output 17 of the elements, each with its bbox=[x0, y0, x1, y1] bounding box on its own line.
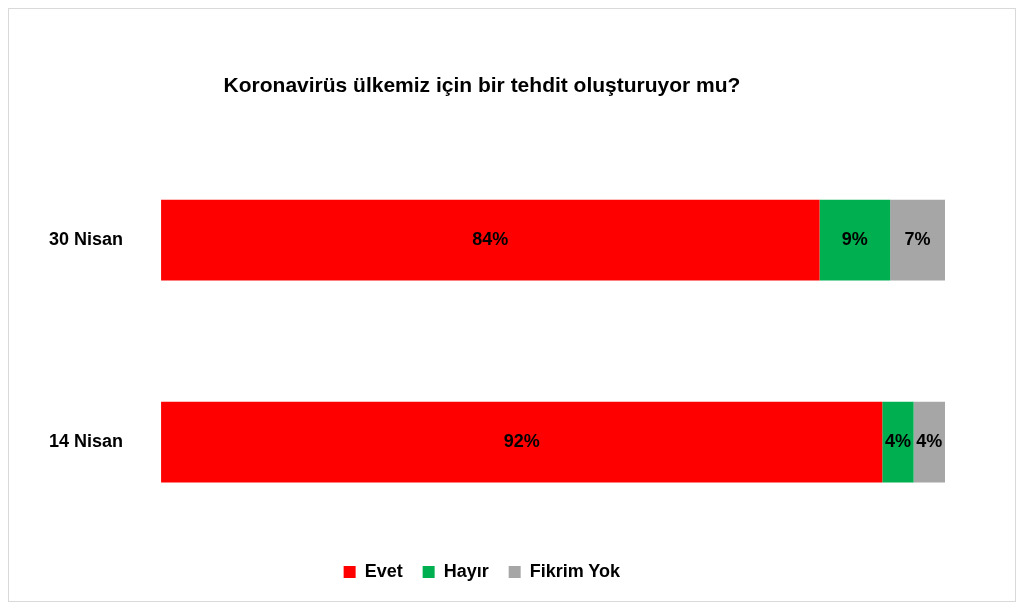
bar bbox=[161, 199, 820, 281]
bar bbox=[882, 401, 914, 483]
data-label: 4% bbox=[884, 431, 911, 452]
data-label: 7% bbox=[904, 229, 931, 250]
data-label: 4% bbox=[916, 431, 943, 452]
data-label: 92% bbox=[503, 431, 540, 452]
bar bbox=[819, 199, 891, 281]
bar bbox=[161, 401, 883, 483]
bar bbox=[890, 199, 945, 281]
data-label: 84% bbox=[472, 229, 509, 250]
chart-title: Koronavirüs ülkemiz için bir tehdit oluşturuyor mu? bbox=[223, 73, 741, 97]
y-tick-label: 30 Nisan bbox=[48, 229, 124, 250]
data-label: 9% bbox=[841, 229, 868, 250]
legend-label: Hayır bbox=[443, 560, 489, 581]
legend-label: Evet bbox=[364, 560, 403, 581]
legend-label: Fikrim Yok bbox=[529, 560, 622, 581]
y-tick-label: 14 Nisan bbox=[48, 431, 124, 452]
